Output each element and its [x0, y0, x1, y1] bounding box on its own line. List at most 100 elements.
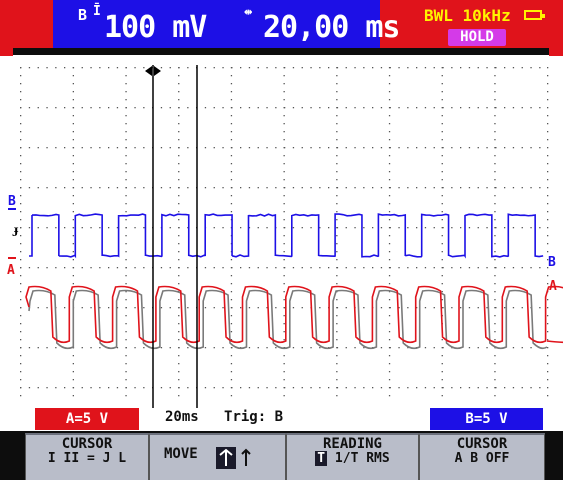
grid-dot: [205, 147, 206, 148]
grid-dot: [434, 67, 435, 68]
grid-dot: [82, 187, 83, 188]
grid-dot: [64, 147, 65, 148]
grid-dot: [381, 387, 382, 388]
grid-dot: [469, 147, 470, 148]
grid-dot: [73, 355, 74, 356]
grid-dot: [178, 243, 179, 244]
grid-dot: [266, 147, 267, 148]
grid-dot: [187, 107, 188, 108]
grid-dot: [293, 107, 294, 108]
move-softkey[interactable]: MOVE: [149, 433, 286, 480]
grid-dot: [64, 187, 65, 188]
grid-dot: [249, 307, 250, 308]
grid-dot: [434, 347, 435, 348]
grid-dot: [451, 227, 452, 228]
grid-dot: [407, 67, 408, 68]
cursor-channel-softkey[interactable]: CURSOR A B OFF: [419, 433, 545, 480]
grid-dot: [513, 387, 514, 388]
grid-dot: [336, 115, 337, 116]
grid-dot: [284, 179, 285, 180]
grid-dot: [20, 115, 21, 116]
grid-dot: [187, 307, 188, 308]
grid-dot: [134, 267, 135, 268]
grid-dot: [29, 227, 30, 228]
grid-dot: [478, 307, 479, 308]
grid-dot: [64, 67, 65, 68]
grid-dot: [407, 107, 408, 108]
grid-dot: [231, 203, 232, 204]
reading-softkey[interactable]: READING T 1/T RMS: [286, 433, 419, 480]
grid-dot: [469, 107, 470, 108]
grid-dot: [134, 307, 135, 308]
grid-dot: [530, 107, 531, 108]
grid-dot: [494, 259, 495, 260]
grid-dot: [442, 99, 443, 100]
grid-dot: [73, 115, 74, 116]
grid-dot: [302, 347, 303, 348]
grid-dot: [442, 387, 443, 388]
grid-dot: [293, 387, 294, 388]
grid-dot: [434, 307, 435, 308]
grid-dot: [284, 275, 285, 276]
grid-dot: [336, 243, 337, 244]
grid-dot: [504, 307, 505, 308]
grid-dot: [117, 187, 118, 188]
grid-dot: [381, 227, 382, 228]
grid-dot: [547, 251, 548, 252]
grid-dot: [336, 371, 337, 372]
grid-dot: [389, 219, 390, 220]
grid-dot: [302, 187, 303, 188]
grid-dot: [495, 187, 496, 188]
grid-dot: [20, 291, 21, 292]
grid-dot: [416, 227, 417, 228]
grid-dot: [336, 163, 337, 164]
grid-dot: [284, 219, 285, 220]
cursor-type-softkey[interactable]: CURSOR I II = J L: [25, 433, 149, 480]
grid-dot: [90, 67, 91, 68]
grid-dot: [73, 131, 74, 132]
grid-dot: [82, 347, 83, 348]
grid-dot: [73, 251, 74, 252]
grid-dot: [336, 395, 337, 396]
grid-dot: [20, 187, 21, 188]
grid-dot: [90, 387, 91, 388]
channel-a-end-marker: A: [549, 279, 557, 294]
grid-dot: [125, 339, 126, 340]
grid-dot: [55, 147, 56, 148]
grid-dot: [284, 243, 285, 244]
grid-dot: [231, 139, 232, 140]
grid-dot: [328, 67, 329, 68]
grid-dot: [504, 107, 505, 108]
grid-dot: [125, 211, 126, 212]
grid-dot: [494, 339, 495, 340]
grid-dot: [117, 147, 118, 148]
grid-dot: [416, 147, 417, 148]
grid-dot: [231, 171, 232, 172]
grid-dot: [178, 163, 179, 164]
grid-dot: [125, 171, 126, 172]
grid-dot: [275, 267, 276, 268]
grid-dot: [73, 259, 74, 260]
grid-dot: [73, 371, 74, 372]
grid-dot: [346, 347, 347, 348]
grid-dot: [73, 107, 74, 108]
trigger-readout: Trig: B: [224, 409, 283, 425]
grid-dot: [284, 139, 285, 140]
grid-dot: [38, 107, 39, 108]
grid-dot: [354, 387, 355, 388]
grid-dot: [82, 267, 83, 268]
grid-dot: [337, 147, 338, 148]
grid-dot: [372, 107, 373, 108]
grid-dot: [442, 83, 443, 84]
grid-dot: [222, 107, 223, 108]
grid-dot: [495, 147, 496, 148]
softkey-options: A B OFF: [420, 452, 544, 466]
grid-dot: [363, 147, 364, 148]
grid-dot: [161, 307, 162, 308]
grid-dot: [125, 315, 126, 316]
grid-dot: [20, 339, 21, 340]
grid-dot: [125, 219, 126, 220]
grid-dot: [442, 179, 443, 180]
grid-dot: [337, 227, 338, 228]
grid-dot: [46, 227, 47, 228]
